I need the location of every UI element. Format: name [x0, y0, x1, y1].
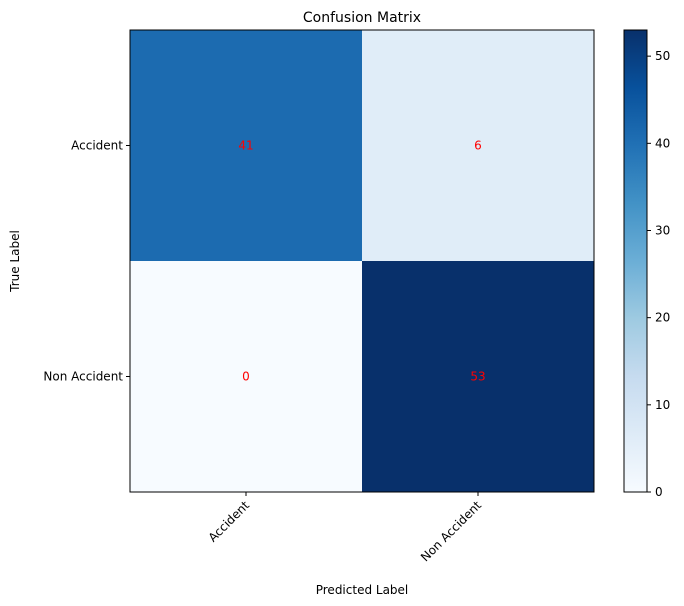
x-axis-ticks: Accident Non Accident	[206, 492, 484, 564]
cell-value-label: 41	[238, 139, 253, 153]
heatmap-cell	[362, 261, 594, 492]
cell-value-label: 53	[470, 370, 485, 384]
x-axis-label: Predicted Label	[316, 583, 409, 597]
heatmap-cell	[130, 30, 362, 261]
cell-value-label: 6	[474, 139, 482, 153]
colorbar-tick-label: 10	[655, 398, 670, 412]
plot-frame	[129, 29, 595, 493]
x-tick-label: Non Accident	[418, 498, 484, 564]
colorbar-tick-label: 30	[655, 223, 670, 237]
colorbar-tick-label: 50	[655, 49, 670, 63]
colorbar-ticks: 0 10 20 30 40 50	[647, 49, 670, 499]
x-tick-label: Accident	[206, 498, 253, 545]
heatmap-cells	[130, 30, 594, 492]
y-tick-label: Non Accident	[43, 370, 123, 384]
y-axis-label: True Label	[8, 230, 22, 293]
heatmap-cell	[130, 261, 362, 492]
colorbar-tick-label: 20	[655, 311, 670, 325]
colorbar-tick-label: 0	[655, 485, 663, 499]
heatmap-cell-labels: 41 6 0 53	[238, 139, 485, 384]
colorbar-tick-label: 40	[655, 136, 670, 150]
cell-value-label: 0	[242, 370, 250, 384]
colorbar	[623, 29, 648, 493]
chart-title: Confusion Matrix	[303, 10, 421, 26]
y-tick-label: Accident	[71, 139, 123, 153]
y-axis-ticks: Accident Non Accident	[43, 139, 130, 384]
heatmap-cell	[362, 30, 594, 261]
